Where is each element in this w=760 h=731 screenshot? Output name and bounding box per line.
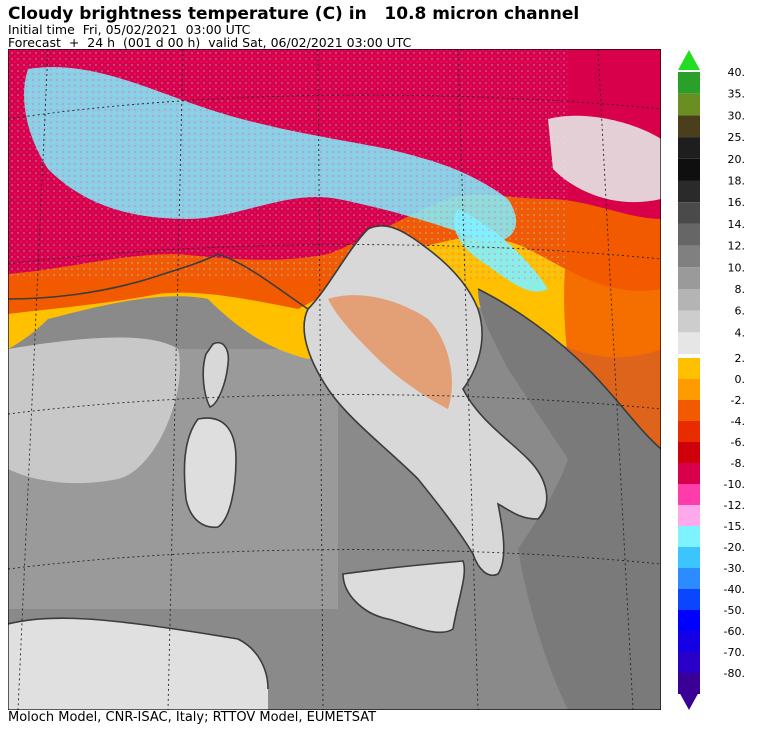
satellite-map [8, 49, 661, 710]
colorbar-swatch [678, 180, 700, 203]
colorbar-swatch [678, 223, 700, 246]
colorbar-swatch [678, 310, 700, 333]
africa-coastline [8, 617, 269, 690]
colorbar-swatch [678, 358, 700, 379]
graticule-lat [8, 549, 661, 570]
graticule-lat [8, 394, 661, 415]
colorbar-tick-label: -10. [724, 478, 745, 491]
colorbar-swatch [678, 568, 700, 589]
graticule-lon [457, 49, 479, 710]
colorbar-swatch [678, 93, 700, 116]
north-africa-land [8, 618, 268, 710]
colorbar-swatch [678, 673, 700, 694]
sardinia-coastline [183, 417, 237, 528]
colorbar-swatch [678, 137, 700, 159]
colorbar-tick-label: -8. [731, 457, 745, 470]
corsica-coastline [202, 342, 230, 408]
colorbar-tick-label: -70. [724, 646, 745, 659]
initial-time: Initial time Fri, 05/02/2021 03:00 UTC [8, 22, 251, 37]
corsica-island [203, 342, 229, 407]
colorbar-tick-label: -6. [731, 436, 745, 449]
colorbar-swatch [678, 379, 700, 400]
colorbar-tick-label: 10. [728, 261, 746, 274]
italy-interior-cloud [328, 295, 452, 409]
footer-credit: Moloch Model, CNR-ISAC, Italy; RTTOV Mod… [8, 710, 377, 725]
colorbar-tick-label: 20. [728, 153, 746, 166]
colorbar-tick-label: 35. [728, 88, 746, 101]
colorbar-tick-label: 16. [728, 196, 746, 209]
colorbar-top-arrow [678, 50, 700, 70]
cloud-speckle [8, 49, 568, 279]
colorbar-tick-label: -40. [724, 583, 745, 596]
graticule-lon [17, 49, 49, 710]
sicily-coastline [342, 560, 466, 634]
italy-coastline [303, 224, 548, 576]
colorbar-lower-scale: 2. 0. -2. -4. -6. -8. -10. -12. -15. -20. -30. -40.… [678, 352, 745, 694]
colorbar-swatch [678, 610, 700, 631]
colorbar-bottom-arrow [678, 690, 700, 710]
colorbar-swatch [678, 400, 700, 421]
eastern-clear-patch [548, 115, 661, 203]
colorbar-swatch [678, 245, 700, 268]
colorbar-tick-label: 30. [728, 109, 746, 122]
graticule-lon [317, 49, 324, 710]
graticule-lon [597, 49, 634, 710]
colorbar-swatch [678, 484, 700, 505]
graticule-lat [8, 94, 661, 120]
colorbar-swatch [678, 526, 700, 547]
colorbar: 40. 35. 30. 25. 20. 18. 16. 14. 12. 10. 8. 6. 4. 2. 0… [678, 50, 746, 710]
colorbar-swatch [678, 289, 700, 311]
colorbar-swatch [678, 463, 700, 484]
colorbar-tick-label: 4. [735, 326, 746, 339]
colorbar-tick-label: -60. [724, 625, 745, 638]
colorbar-swatch [678, 631, 700, 652]
colorbar-swatch [678, 505, 700, 526]
colorbar-tick-label: 0. [735, 373, 746, 386]
balkan-coastline [477, 288, 661, 450]
colorbar-tick-label: 2. [735, 352, 746, 365]
colorbar-tick-label: 6. [735, 305, 746, 318]
colorbar-swatch [678, 442, 700, 463]
colorbar-tick-label: 8. [735, 283, 746, 296]
colorbar-tick-label: -30. [724, 562, 745, 575]
colorbar-tick-label: -50. [724, 604, 745, 617]
sardinia-island [184, 418, 236, 528]
france-coastline [8, 253, 309, 310]
colorbar-tick-label: -12. [724, 499, 745, 512]
colorbar-tick-label: 14. [728, 218, 746, 231]
sicily-island [343, 561, 465, 633]
colorbar-swatch [678, 547, 700, 568]
colorbar-swatch [678, 158, 700, 181]
colorbar-swatch [678, 202, 700, 224]
colorbar-tick-label: 40. [728, 66, 746, 79]
graticule-lat [8, 244, 661, 265]
colorbar-tick-label: -80. [724, 667, 745, 680]
colorbar-swatch [678, 332, 700, 355]
chart-title: Cloudy brightness temperature (C) in 10.… [8, 4, 580, 24]
colorbar-tick-label: -2. [731, 394, 745, 407]
italy-land [304, 225, 547, 576]
colorbar-swatch [678, 421, 700, 442]
balkan-coast [478, 289, 661, 710]
colorbar-tick-label: 12. [728, 240, 746, 253]
colorbar-swatch [678, 72, 700, 94]
colorbar-tick-label: 25. [728, 131, 746, 144]
colorbar-swatch [678, 115, 700, 138]
colorbar-tick-label: 18. [728, 175, 746, 188]
colorbar-tick-label: -20. [724, 541, 745, 554]
western-light-clouds [8, 337, 180, 484]
colorbar-tick-label: -15. [724, 520, 745, 533]
colorbar-tick-label: -4. [731, 415, 745, 428]
colorbar-swatch [678, 267, 700, 289]
colorbar-swatch [678, 652, 700, 673]
colorbar-swatch [678, 589, 700, 610]
graticule-lon [167, 49, 184, 710]
forecast-valid-time: Forecast + 24 h (001 d 00 h) valid Sat, … [8, 35, 412, 50]
colorbar-upper-scale: 40. 35. 30. 25. 20. 18. 16. 14. 12. 10. 8. 6. 4. [678, 66, 746, 355]
